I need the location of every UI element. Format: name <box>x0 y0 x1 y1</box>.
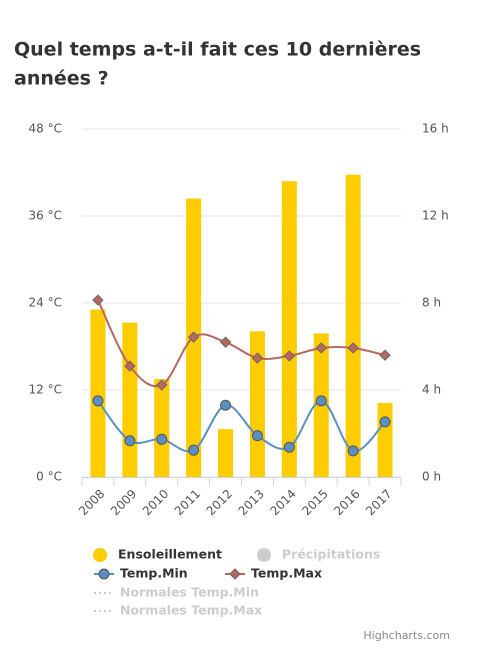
bar <box>345 174 361 478</box>
marker <box>347 342 359 354</box>
bar <box>249 331 265 477</box>
y-tick-label: 24 °C <box>29 296 62 310</box>
bar <box>122 322 138 477</box>
marker <box>124 435 136 447</box>
line <box>97 399 386 453</box>
legend-item[interactable]: Normales Temp.Min <box>120 585 259 600</box>
bar <box>218 429 234 477</box>
x-tick-label: 2013 <box>236 487 267 518</box>
marker <box>283 350 296 362</box>
x-tick-label: 2010 <box>140 487 171 518</box>
y2-tick-label: 16 h <box>422 122 449 136</box>
x-tick-label: 2017 <box>363 487 394 518</box>
legend-item[interactable]: Temp.Min <box>120 566 188 581</box>
chart-title: années ? <box>14 68 109 90</box>
y2-tick-label: 4 h <box>422 383 441 397</box>
credits[interactable]: Highcharts.com <box>363 629 450 642</box>
marker <box>156 433 168 445</box>
bar <box>281 181 297 477</box>
legend-symbol <box>229 568 241 580</box>
legend-item[interactable]: Temp.Max <box>251 566 322 581</box>
line <box>97 299 386 388</box>
legend-item[interactable]: Précipitations <box>282 547 380 562</box>
legend-symbol <box>93 548 107 562</box>
marker <box>92 395 104 407</box>
marker <box>251 430 263 442</box>
legend-symbol <box>257 548 271 562</box>
legend-symbol <box>98 568 110 580</box>
y-tick-label: 0 °C <box>36 470 62 484</box>
bar <box>90 309 106 477</box>
marker <box>283 441 295 453</box>
legend-item[interactable]: Ensoleillement <box>118 547 222 562</box>
x-tick-label: 2011 <box>172 487 203 518</box>
y-tick-label: 12 °C <box>29 383 62 397</box>
marker <box>251 352 264 364</box>
marker <box>315 395 327 407</box>
y-tick-label: 48 °C <box>29 122 62 136</box>
marker <box>188 444 200 456</box>
marker <box>379 349 391 361</box>
x-tick-label: 2016 <box>331 487 362 518</box>
marker <box>187 331 200 343</box>
legend-item[interactable]: Normales Temp.Max <box>120 603 262 618</box>
y2-tick-label: 8 h <box>422 296 441 310</box>
bar <box>154 379 170 477</box>
y2-tick-label: 0 h <box>422 470 441 484</box>
marker <box>379 416 391 428</box>
marker <box>220 399 232 411</box>
x-tick-label: 2014 <box>267 487 298 518</box>
marker <box>92 294 104 306</box>
marker <box>219 336 232 348</box>
x-tick-label: 2008 <box>76 487 107 518</box>
x-tick-label: 2015 <box>299 487 330 518</box>
chart-title: Quel temps a-t-il fait ces 10 dernières <box>14 39 421 61</box>
bar <box>377 403 393 477</box>
x-tick-label: 2009 <box>108 487 139 518</box>
x-tick-label: 2012 <box>204 487 235 518</box>
y-tick-label: 36 °C <box>29 209 62 223</box>
marker <box>124 360 136 372</box>
y2-tick-label: 12 h <box>422 209 449 223</box>
marker <box>156 379 168 391</box>
marker <box>315 342 327 354</box>
marker <box>347 445 359 457</box>
